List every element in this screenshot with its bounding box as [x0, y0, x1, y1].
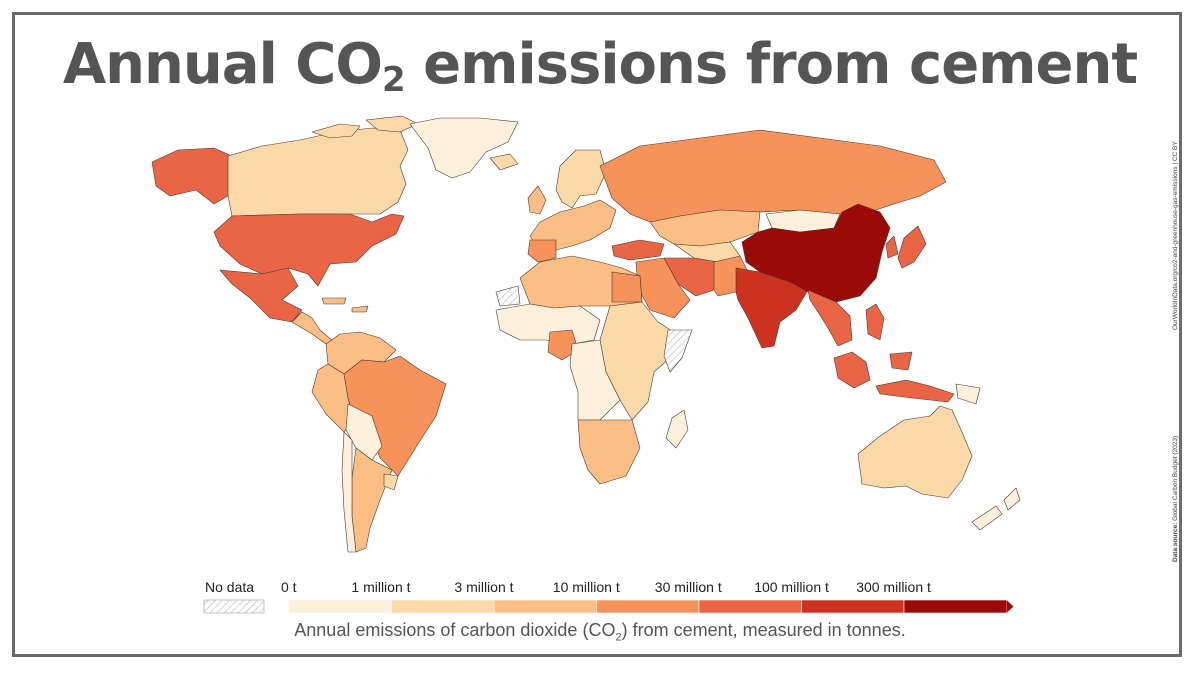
legend-tick-label-3: 10 million t [552, 579, 620, 595]
region-alaska [151, 147, 233, 205]
region-china [741, 203, 891, 303]
region-caribbean [321, 297, 369, 313]
legend-tick-label-5: 100 million t [754, 579, 829, 595]
region-australia [857, 405, 973, 499]
data-source-note: Data source: Global Carbon Budget (2023) [1172, 435, 1179, 562]
region-scandinavia [555, 149, 607, 209]
region-japan [885, 225, 927, 269]
url-note: OurWorldInData.org/co2-and-greenhouse-ga… [1172, 141, 1179, 330]
region-southern-africa [577, 419, 641, 485]
region-mexico [219, 267, 303, 323]
region-indonesia [833, 351, 955, 403]
region-kazakhstan [649, 209, 761, 247]
legend-bin-6 [903, 599, 1007, 614]
chart-frame [12, 12, 1182, 657]
region-new-zealand [971, 487, 1021, 531]
region-madagascar [665, 409, 689, 449]
region-uk [527, 185, 547, 215]
region-brazil [343, 355, 447, 477]
legend-bin-1 [391, 599, 495, 614]
legend-arrow-tip [1006, 600, 1014, 613]
region-russia [599, 129, 947, 223]
region-canada [227, 127, 409, 217]
region-turkey [611, 239, 665, 261]
region-iberia [527, 239, 557, 263]
legend-no-data-label: No data [205, 579, 255, 595]
legend-tick-label-2: 3 million t [454, 579, 514, 595]
region-somalia [663, 329, 693, 373]
region-greenland [409, 117, 519, 179]
legend-bin-3 [596, 599, 700, 614]
region-usa [213, 213, 405, 287]
region-central-america [291, 311, 335, 345]
region-uruguay [383, 473, 399, 491]
legend-tick-label-4: 30 million t [654, 579, 722, 595]
legend [203, 599, 1014, 614]
chart-caption: Annual emissions of carbon dioxide (CO2)… [294, 620, 906, 644]
region-arctic-islands [311, 115, 419, 139]
legend-tick-label-0: 0 t [281, 579, 297, 595]
page-title: Annual CO2 emissions from cement [62, 32, 1138, 100]
legend-tick-label-6: 300 million t [856, 579, 931, 595]
region-southeast-asia [807, 289, 853, 347]
region-png [955, 383, 981, 405]
region-western-sahara [495, 285, 521, 307]
region-west-africa [495, 303, 601, 345]
legend-bin-0 [288, 599, 392, 614]
legend-bin-2 [493, 599, 597, 614]
region-chile [341, 431, 357, 553]
region-iceland [489, 153, 519, 171]
legend-bin-4 [698, 599, 802, 614]
legend-no-data-swatch [203, 599, 265, 614]
region-egypt [611, 271, 643, 303]
legend-tick-label-1: 1 million t [351, 579, 411, 595]
region-nigeria [547, 329, 579, 361]
region-philippines [865, 303, 885, 341]
legend-bin-5 [801, 599, 905, 614]
